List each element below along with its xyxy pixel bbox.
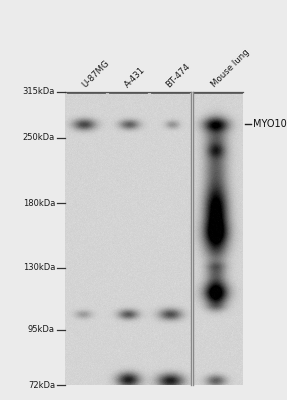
Text: BT-474: BT-474	[165, 61, 192, 89]
Text: 95kDa: 95kDa	[28, 326, 55, 334]
Text: 250kDa: 250kDa	[23, 133, 55, 142]
Text: MYO10: MYO10	[253, 119, 287, 129]
Text: 315kDa: 315kDa	[23, 88, 55, 96]
Text: Mouse lung: Mouse lung	[210, 48, 252, 89]
Text: 180kDa: 180kDa	[23, 198, 55, 208]
Text: U-87MG: U-87MG	[81, 58, 112, 89]
Text: A-431: A-431	[123, 65, 147, 89]
Text: 72kDa: 72kDa	[28, 380, 55, 390]
Text: 130kDa: 130kDa	[23, 263, 55, 272]
